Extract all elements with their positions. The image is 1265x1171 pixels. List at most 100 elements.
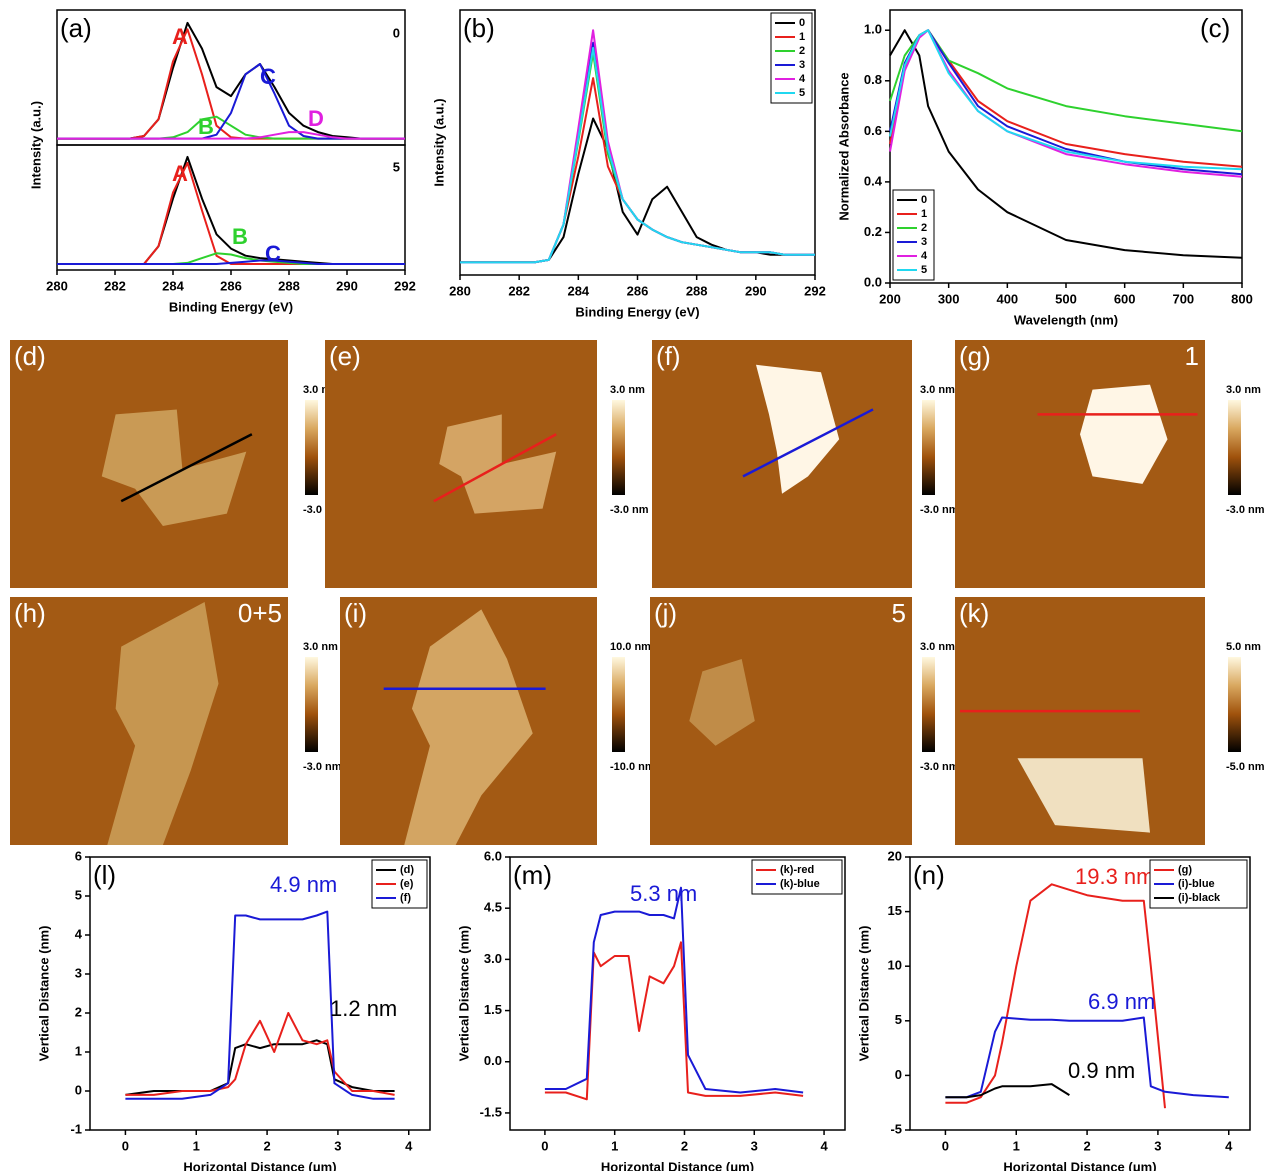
scale-max: 3.0 nm (610, 384, 645, 396)
sample-number: 0+5 (238, 598, 282, 628)
series-line (945, 1016, 1229, 1099)
series-line (460, 117, 815, 264)
panel-label: (j) (654, 598, 677, 628)
flake (1080, 384, 1168, 484)
panel-label: (i) (344, 598, 367, 628)
x-tick-label: 288 (278, 278, 300, 293)
panel-label: (l) (93, 860, 116, 890)
plot-frame (909, 856, 1251, 1131)
series-line (57, 63, 405, 140)
y-tick-label: 4 (75, 926, 83, 941)
color-bar (1228, 657, 1241, 752)
annotation: C (260, 64, 276, 89)
annotation: 5.3 nm (630, 881, 697, 906)
legend-label: 4 (799, 73, 806, 85)
series-line (945, 1083, 1070, 1099)
x-tick-label: 2 (263, 1138, 270, 1153)
color-bar (612, 400, 625, 495)
annotation: C (265, 241, 281, 266)
x-tick-label: 292 (804, 283, 826, 298)
x-tick-label: 292 (394, 278, 416, 293)
x-tick-label: 3 (1154, 1138, 1161, 1153)
legend-label: (i)-black (1178, 892, 1221, 904)
legend-label: (g) (1178, 864, 1192, 876)
y-axis-label: Intensity (a.u.) (28, 101, 43, 189)
x-axis-label: Horizontal Distance (μm) (183, 1159, 336, 1171)
annotation: B (232, 224, 248, 249)
panel-label: (b) (463, 13, 495, 43)
x-tick-label: 4 (1225, 1138, 1233, 1153)
scale-max: 3.0 nm (920, 384, 955, 396)
x-tick-label: 288 (686, 283, 708, 298)
series-line (889, 29, 1243, 133)
flake (439, 414, 557, 514)
scale-min: -3.0 nm (920, 504, 959, 516)
color-bar (1228, 400, 1241, 495)
series-line (57, 28, 405, 140)
y-tick-label: 0.4 (864, 173, 883, 188)
x-tick-label: 284 (567, 283, 589, 298)
scale-min: -5.0 nm (1226, 761, 1265, 773)
panel-label: (g) (959, 341, 991, 371)
x-tick-label: 290 (745, 283, 767, 298)
y-tick-label: 0.8 (864, 72, 882, 87)
x-tick-label: 600 (1114, 291, 1136, 306)
annotation: 0.9 nm (1068, 1058, 1135, 1083)
profile-line (433, 433, 557, 503)
scale-max: 5.0 nm (1226, 641, 1261, 653)
y-tick-label: 0.6 (864, 123, 882, 138)
legend-label: 5 (799, 87, 805, 99)
flake (689, 659, 755, 746)
scale-min: -3.0 nm (303, 761, 342, 773)
legend-box (770, 12, 813, 104)
scale-min: -10.0 nm (610, 761, 655, 773)
legend-label: (k)-red (780, 864, 814, 876)
series-line (460, 41, 815, 264)
y-tick-label: 0.2 (864, 224, 882, 239)
y-tick-label: 6 (75, 848, 82, 863)
series-line (889, 29, 1243, 171)
x-tick-label: 282 (104, 278, 126, 293)
x-axis-label: Binding Energy (eV) (575, 304, 699, 319)
x-tick-label: 1 (1013, 1138, 1020, 1153)
y-tick-label: 1.0 (864, 22, 882, 37)
x-tick-label: 1 (611, 1138, 618, 1153)
afm-image (955, 340, 1205, 588)
series-line (125, 1012, 395, 1096)
annotation: A (172, 24, 188, 49)
panel-label: (f) (656, 341, 681, 371)
sample-number: 0 (393, 25, 400, 40)
y-tick-label: 10 (888, 958, 902, 973)
scale-min: -3.0 nm (1226, 504, 1265, 516)
series-line (544, 886, 804, 1094)
series-line (460, 46, 815, 264)
x-tick-label: 280 (449, 283, 471, 298)
y-axis-label: Intensity (a.u.) (431, 98, 446, 186)
profile-line (742, 408, 874, 478)
x-axis-label: Horizontal Distance (μm) (1003, 1159, 1156, 1171)
y-tick-label: 6.0 (484, 848, 502, 863)
legend-box (892, 189, 935, 281)
annotation: 6.9 nm (1088, 989, 1155, 1014)
x-tick-label: 200 (879, 291, 901, 306)
legend-label: 3 (921, 236, 927, 248)
y-tick-label: 1.5 (484, 1002, 502, 1017)
flake (107, 601, 219, 845)
flake (1017, 758, 1150, 833)
scale-max: 3.0 nm (303, 641, 338, 653)
scale-min: -3.0 nm (610, 504, 649, 516)
y-axis-label: Vertical Distance (nm) (856, 926, 871, 1062)
profile-line (120, 433, 253, 503)
series-line (57, 259, 405, 265)
y-tick-label: 0.0 (484, 1053, 502, 1068)
flake (404, 609, 533, 845)
legend-label: 2 (799, 45, 805, 57)
legend-label: (d) (400, 864, 414, 876)
x-tick-label: 500 (1055, 291, 1077, 306)
x-axis-label: Binding Energy (eV) (169, 299, 293, 314)
x-tick-label: 284 (162, 278, 184, 293)
y-tick-label: 5 (895, 1012, 902, 1027)
color-bar (612, 657, 625, 752)
sample-number: 5 (393, 159, 400, 174)
annotation: A (172, 161, 188, 186)
